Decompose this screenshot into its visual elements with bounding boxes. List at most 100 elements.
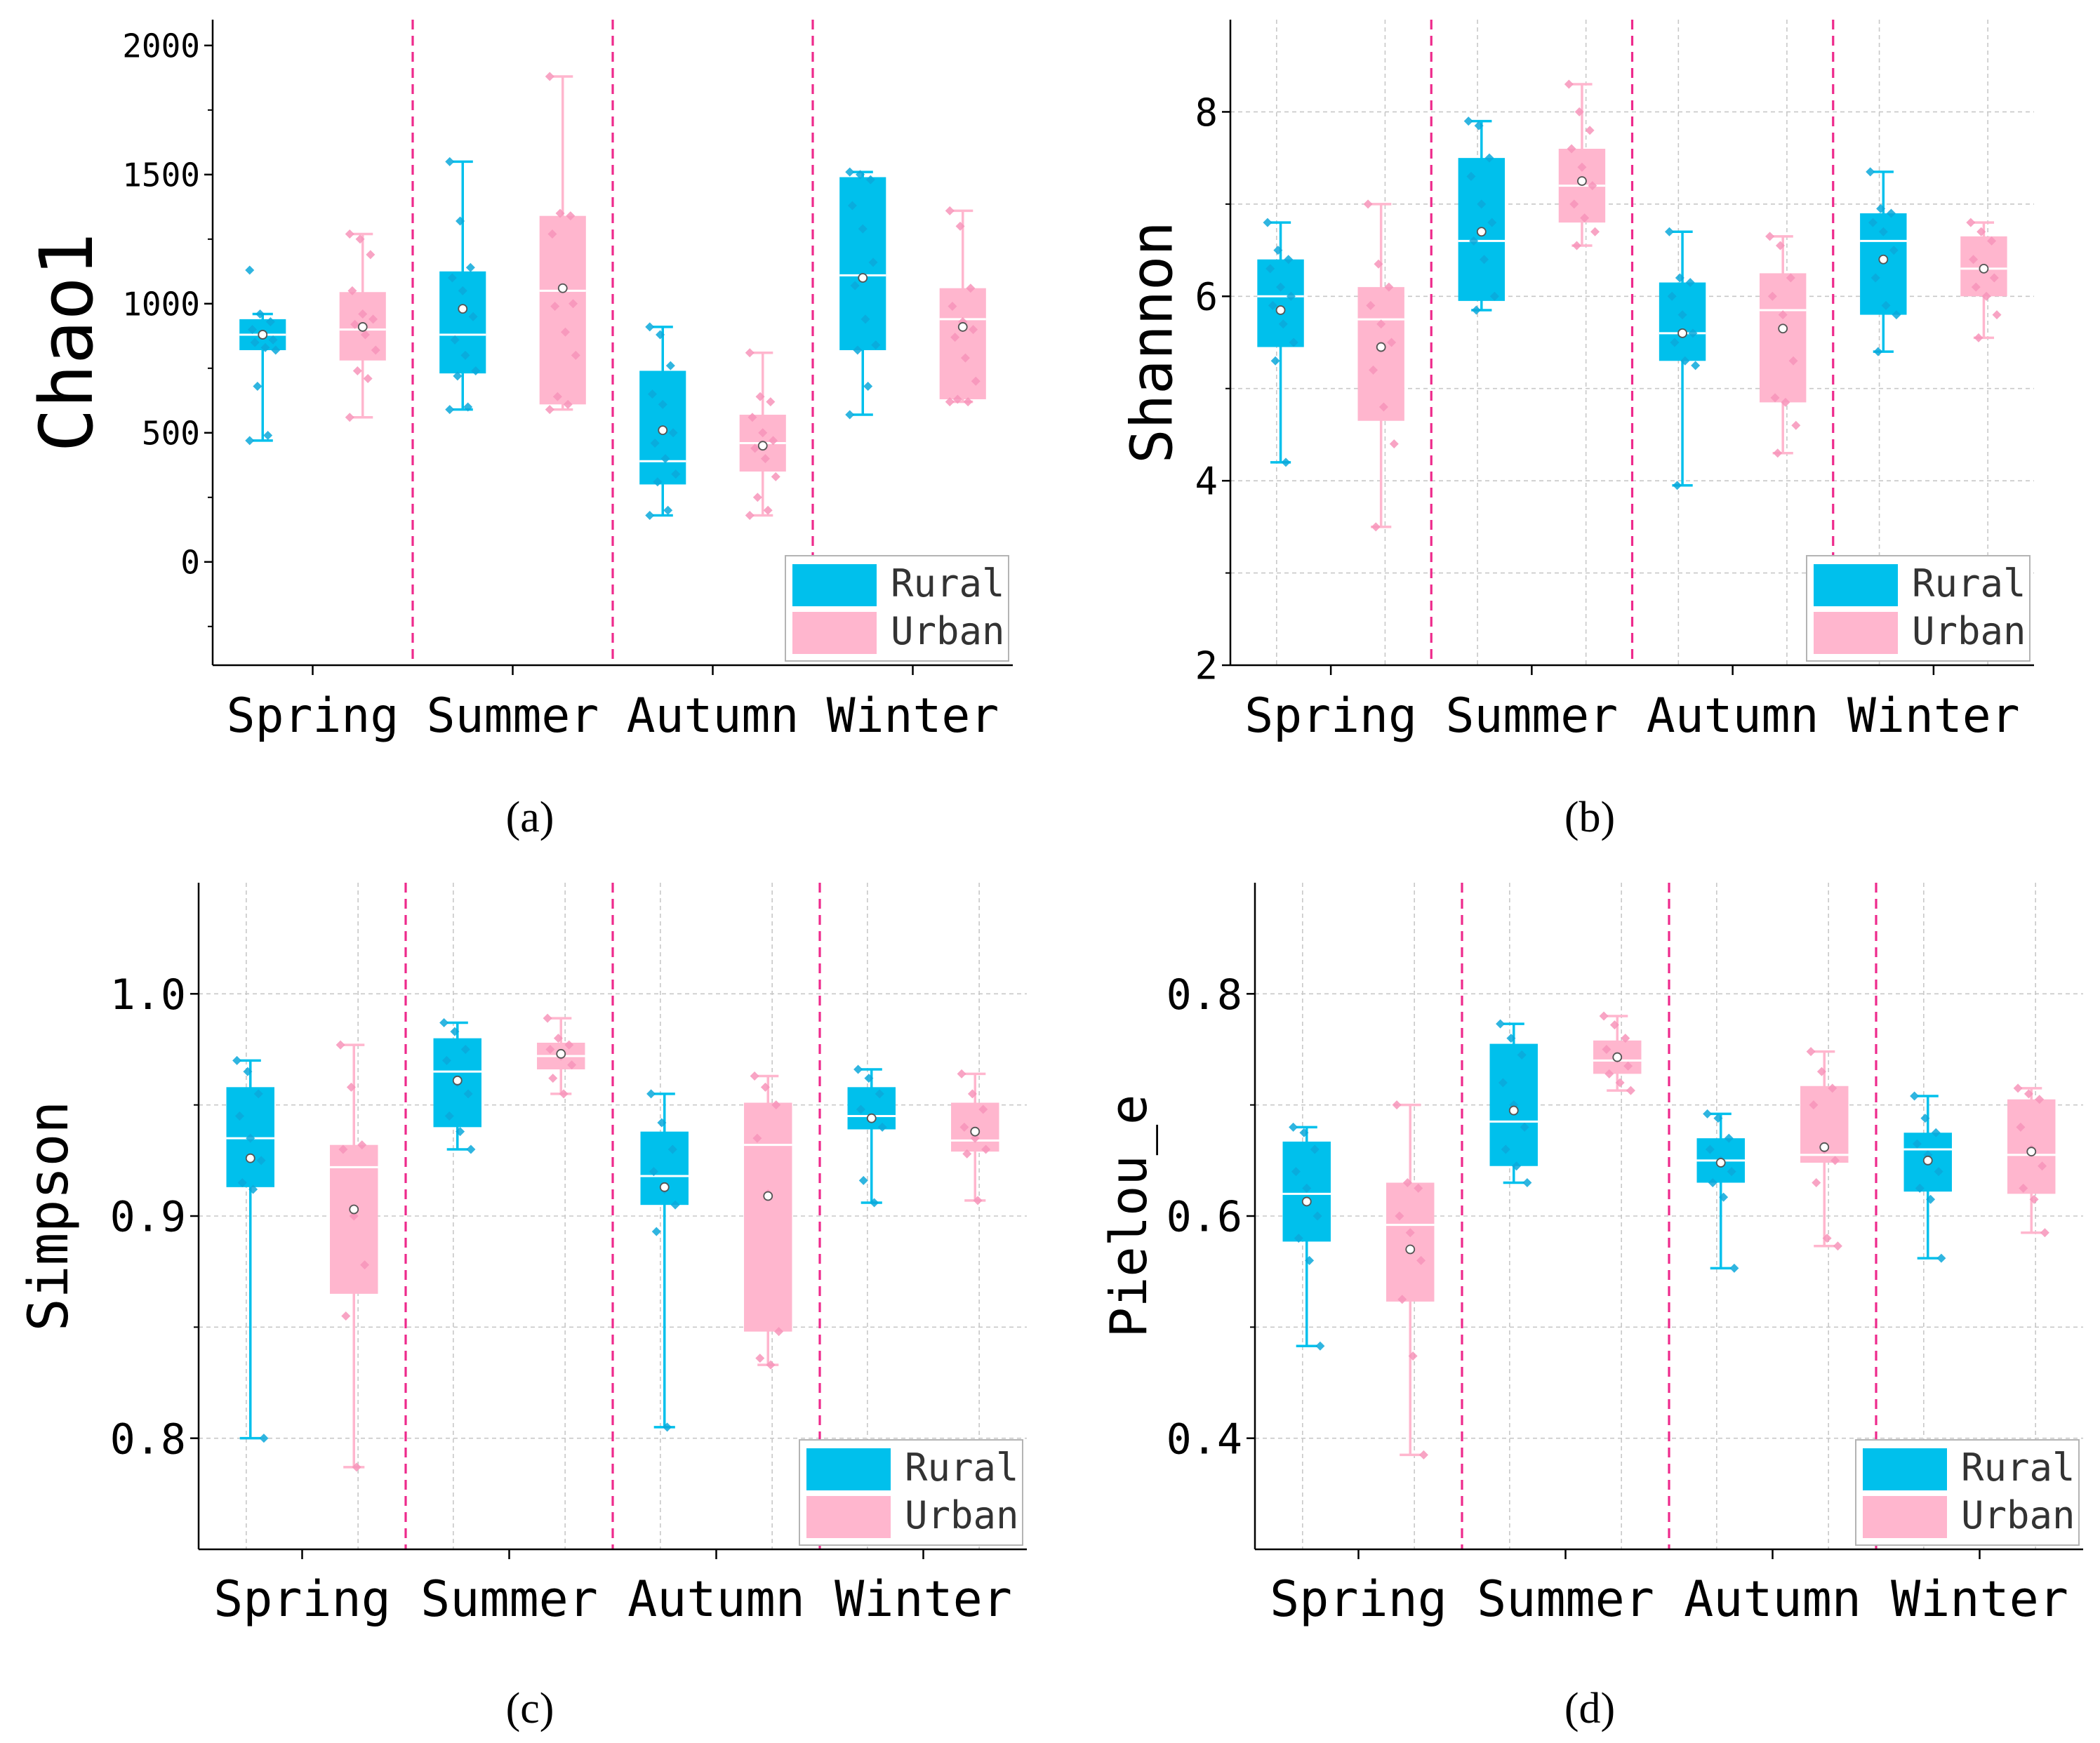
panel-b-rural-winter-mean (1878, 254, 1889, 265)
panel-a-rural-spring-point (255, 309, 265, 319)
panel-d-urban-autumn-point (1833, 1241, 1842, 1251)
panel-c-urban-spring-point (346, 1082, 356, 1092)
panel-a-rural-autumn-mean (658, 425, 668, 436)
panel-b-rural-spring-point (1289, 338, 1298, 347)
panel-d-rural-winter-point (1910, 1091, 1920, 1101)
panel-a-urban-spring-point (345, 229, 354, 239)
panel-a-legend-label-rural: Rural (891, 561, 1005, 606)
panel-c-urban-autumn-mean (763, 1191, 773, 1201)
panel-c-rural-winter-point (853, 1064, 863, 1074)
panel-a-rural-autumn-point (660, 454, 670, 464)
panel-a-rural-autumn-point (647, 389, 657, 399)
panel-c-legend-swatch-rural (806, 1448, 891, 1490)
panel-d-rural-autumn-point (1703, 1109, 1713, 1118)
panel-c-rural-autumn-point (667, 1144, 677, 1154)
panel-d-rural-winter-point (1934, 1167, 1943, 1177)
panel-c-rural-summer-point (439, 1018, 449, 1027)
panel-b-rural-winter-point (1889, 246, 1899, 255)
panel-c-rural-spring-point (243, 1067, 253, 1076)
panel-a-rural-autumn-point (668, 428, 678, 438)
panel-a-rural-summer-point (447, 273, 457, 283)
panel-a-rural-summer-mean (458, 304, 468, 314)
panel-b-rural-summer-point (1484, 153, 1494, 163)
panel-b-legend-swatch-urban (1814, 612, 1898, 654)
panel-c-rural-spring-point (232, 1055, 242, 1065)
panel-b-urban-winter-point (1966, 218, 1976, 227)
panel-a-rural-spring-point (271, 345, 281, 355)
panel-b-urban-autumn-box (1759, 273, 1807, 403)
panel-a-rural-summer-point (465, 262, 475, 272)
panel-c-rural-spring-point (234, 1111, 244, 1121)
panel-a-urban-summer-point (547, 229, 557, 239)
panel-c-rural-summer-mean (452, 1075, 463, 1086)
panel-a-rural-spring-point (265, 317, 275, 327)
panel-c-urban-winter-mean (970, 1126, 981, 1137)
panel-a-rural-summer-point (471, 366, 481, 375)
panel-c-rural-spring-mean (245, 1153, 255, 1163)
panel-d-rural-winter-mean (1922, 1155, 1933, 1166)
panel-b-rural-spring-point (1281, 458, 1291, 467)
chart-panel-a: 0 500 1000 1500 2000 Spring Summer Autumn Winter… (24, 20, 1013, 744)
panel-d-rural-autumn-point (1705, 1144, 1715, 1154)
panel-a-urban-spring-point (345, 413, 354, 422)
panel-b-rural-winter-point (1868, 218, 1878, 227)
panel-c-rural-autumn-point (651, 1227, 661, 1236)
panel-b-rural-spring-point (1263, 218, 1272, 227)
panel-d-legend-label-rural: Rural (1961, 1445, 2075, 1490)
panel-d-rural-autumn-point (1727, 1167, 1736, 1177)
panel-c-rural-winter-point (877, 1122, 887, 1132)
panel-b-rural-spring-point (1284, 255, 1294, 265)
panel-a-urban-spring-point (363, 374, 373, 384)
panel-b-urban-winter-point (1971, 282, 1981, 292)
panel-b-urban-spring-box (1357, 287, 1404, 421)
panel-c-rural-winter-point (856, 1104, 865, 1114)
panel-b-urban-summer-point (1588, 181, 1597, 191)
panel-a-rural-winter-mean (858, 273, 868, 283)
panel-b-rural-autumn-point (1688, 328, 1698, 338)
panel-a-rural-summer-point (468, 312, 478, 321)
panel-c-urban-spring-mean (349, 1204, 359, 1215)
panel-a-y-axis-title: Chao1 (24, 232, 109, 452)
panel-c-urban-autumn-point (774, 1327, 784, 1337)
panel-b-rural-autumn-point (1677, 310, 1687, 320)
panel-a-rural-winter-point (845, 167, 855, 177)
panel-b-urban-autumn-point (1786, 273, 1795, 283)
panel-d-rural-winter-point (1915, 1183, 1925, 1193)
panel-d-urban-winter-mean (2026, 1147, 2037, 1157)
panel-d-rural-summer-point (1506, 1034, 1516, 1043)
panel-b-rural-winter-point (1876, 203, 1886, 213)
panel-b-rural-summer-point (1477, 199, 1487, 209)
panel-b-rural-winter-point (1866, 167, 1875, 177)
panel-a-rural-winter-point (858, 224, 868, 234)
panel-d-rural-summer-point (1512, 1161, 1522, 1171)
panel-c-rural-spring-point (256, 1156, 266, 1166)
panel-a-urban-winter-point (966, 283, 976, 293)
panel-a-urban-summer-point (555, 208, 565, 218)
panel-d-rural-autumn-point (1724, 1133, 1734, 1143)
caption-b: (b) (1564, 794, 1615, 841)
panel-d-urban-winter-point (2029, 1194, 2039, 1204)
panel-c-urban-summer-point (567, 1060, 577, 1070)
panel-d-urban-spring-point (1408, 1351, 1418, 1361)
panel-a-urban-spring-point (350, 319, 360, 329)
panel-a-x-tick-label-winter: Winter (827, 688, 999, 744)
panel-a-rural-spring-point (263, 430, 273, 440)
panel-d-urban-autumn-point (1812, 1178, 1821, 1187)
panel-c-rural-spring-point (246, 1133, 255, 1143)
panel-b-urban-spring-point (1374, 259, 1383, 269)
panel-a-urban-summer-point (550, 301, 560, 311)
panel-a-rural-winter-point (860, 314, 870, 324)
panel-a-rural-summer-point (458, 286, 467, 295)
panel-b-rural-autumn-point (1675, 273, 1684, 283)
panel-b-rural-spring-point (1286, 291, 1296, 301)
panel-d-urban-spring-point (1418, 1450, 1428, 1460)
panel-b-x-tick-label-winter: Winter (1847, 688, 2020, 744)
panel-d-urban-winter-point (2023, 1089, 2033, 1099)
panel-d-rural-summer-point (1501, 1144, 1510, 1154)
panel-d-urban-winter-point (2035, 1095, 2045, 1104)
panel-d-urban-spring-point (1402, 1178, 1412, 1187)
panel-d-rural-autumn-point (1729, 1263, 1739, 1273)
panel-d-rural-autumn-point (1708, 1178, 1717, 1187)
panel-a-urban-summer-point (545, 72, 554, 81)
